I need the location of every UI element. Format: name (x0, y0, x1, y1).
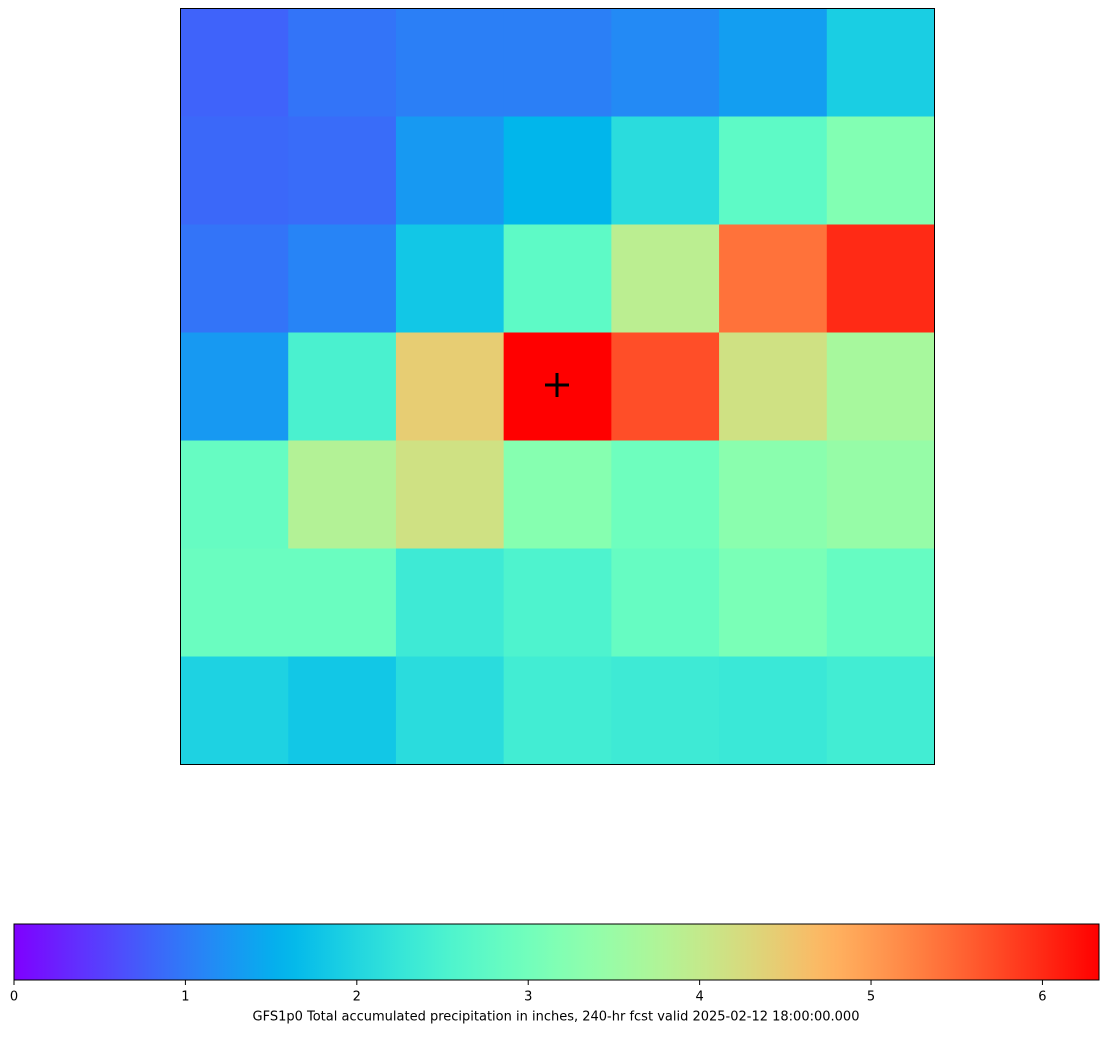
cell (611, 8, 720, 117)
colorbar-tick-label: 2 (353, 990, 361, 1005)
colorbar-tick-label: 0 (10, 990, 18, 1005)
cell (611, 656, 720, 765)
cell (288, 548, 397, 657)
cell (503, 8, 612, 117)
cell (719, 548, 828, 657)
colorbar-tick-label: 3 (524, 990, 532, 1005)
colorbar-tick-label: 4 (695, 990, 703, 1005)
cell (826, 656, 935, 765)
cell (826, 548, 935, 657)
cell (180, 8, 289, 117)
cell (503, 440, 612, 549)
cell (395, 116, 505, 225)
cell (288, 116, 397, 225)
cell (611, 440, 720, 549)
cell (719, 656, 828, 765)
cell (395, 548, 505, 657)
cell (611, 224, 720, 333)
cell (826, 440, 935, 549)
cell (611, 116, 720, 225)
cell (719, 224, 828, 333)
cell (395, 224, 505, 333)
colorbar-tick-label: 6 (1038, 990, 1046, 1005)
cell (395, 440, 505, 549)
cell (180, 116, 289, 225)
cell (611, 332, 720, 441)
cell (395, 656, 505, 765)
cell (503, 548, 612, 657)
colorbar-tick-label: 1 (181, 990, 189, 1005)
cell (180, 656, 289, 765)
cell (288, 656, 397, 765)
point-marker (545, 373, 569, 397)
cell (826, 224, 935, 333)
cell (288, 440, 397, 549)
colorbar (13, 923, 1100, 981)
cell (180, 332, 289, 441)
cell (503, 116, 612, 225)
cell (180, 440, 289, 549)
cell (503, 224, 612, 333)
cell (288, 224, 397, 333)
cell (395, 8, 505, 117)
cell (611, 548, 720, 657)
cell (180, 224, 289, 333)
map-frame (180, 8, 935, 765)
cell (719, 116, 828, 225)
cell (719, 332, 828, 441)
cell (288, 332, 397, 441)
colorbar-tick-label: 5 (867, 990, 875, 1005)
cell (180, 548, 289, 657)
cell (719, 440, 828, 549)
colorbar-label: GFS1p0 Total accumulated precipitation i… (253, 1010, 860, 1025)
cell (395, 332, 505, 441)
cell (826, 8, 935, 117)
cell (826, 116, 935, 225)
cell (826, 332, 935, 441)
cell (719, 8, 828, 117)
cell (288, 8, 397, 117)
cell (503, 656, 612, 765)
